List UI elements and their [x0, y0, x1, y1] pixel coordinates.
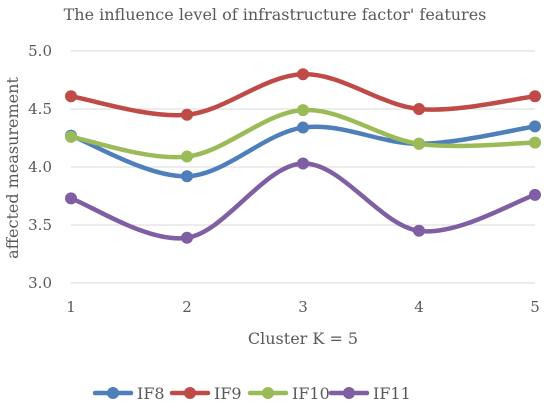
- data-point: [65, 130, 77, 143]
- data-point: [181, 108, 193, 121]
- x-tick-label: 1: [66, 298, 76, 316]
- legend-label: IF9: [214, 384, 242, 403]
- legend-swatch-marker: [184, 387, 196, 399]
- x-tick-label: 2: [182, 298, 192, 316]
- legend-item-if10: IF10: [247, 384, 330, 403]
- series-line: [68, 161, 538, 241]
- legend-swatch-marker: [107, 387, 119, 399]
- y-tick-label: 4.5: [28, 100, 52, 118]
- data-point: [297, 104, 309, 117]
- data-point: [65, 192, 77, 205]
- data-point: [413, 224, 425, 237]
- data-point: [181, 231, 193, 244]
- data-point: [529, 120, 541, 133]
- legend-label: IF11: [373, 384, 411, 403]
- y-axis-label: affected measurement: [3, 77, 22, 259]
- axis-ticks: 3.0 3.5 4.0 4.5 5.0 1 2 3 4 5: [28, 42, 540, 316]
- data-point: [413, 137, 425, 150]
- x-tick-label: 5: [530, 298, 540, 316]
- series-if11: [65, 157, 541, 244]
- legend-swatch-marker: [262, 387, 274, 399]
- legend-item-if9: IF9: [169, 384, 242, 403]
- legend-label: IF8: [137, 384, 165, 403]
- legend-label: IF10: [292, 384, 330, 403]
- legend-item-if8: IF8: [92, 384, 165, 403]
- data-point: [529, 90, 541, 103]
- y-tick-label: 5.0: [28, 42, 52, 60]
- legend-swatch-marker: [343, 387, 355, 399]
- data-point: [181, 170, 193, 183]
- series-group: [65, 68, 541, 244]
- data-point: [529, 136, 541, 149]
- data-point: [297, 68, 309, 81]
- legend-item-if11: IF11: [328, 384, 411, 403]
- series-line: [68, 107, 538, 160]
- y-tick-label: 3.5: [28, 216, 52, 234]
- data-point: [413, 103, 425, 115]
- series-if9: [65, 68, 541, 121]
- x-axis-label: Cluster K = 5: [248, 329, 358, 348]
- data-point: [65, 90, 77, 103]
- series-if10: [65, 104, 541, 163]
- data-point: [297, 157, 309, 170]
- y-tick-label: 3.0: [28, 274, 52, 292]
- x-tick-label: 4: [414, 298, 424, 316]
- legend: IF8 IF9 IF10 IF11: [92, 384, 411, 403]
- chart-title: The influence level of infrastructure fa…: [64, 5, 487, 24]
- data-point: [297, 121, 309, 134]
- y-tick-label: 4.0: [28, 158, 52, 176]
- data-point: [181, 150, 193, 163]
- x-tick-label: 3: [298, 298, 308, 316]
- data-point: [529, 188, 541, 201]
